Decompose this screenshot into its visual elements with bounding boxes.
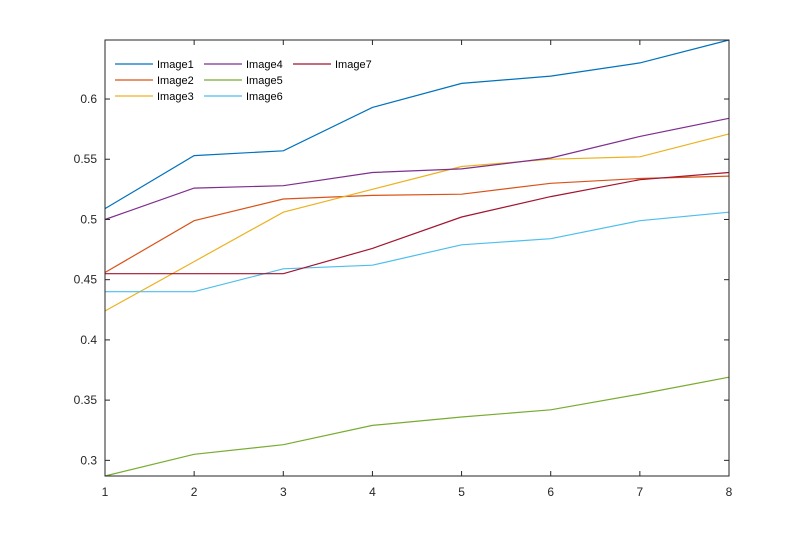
legend-label-image2: Image2 — [157, 75, 194, 87]
series-line-image7 — [105, 171, 730, 275]
y-tick-label: 0.6 — [80, 92, 97, 106]
y-tick-label: 0.4 — [80, 333, 97, 347]
legend-label-image5: Image5 — [246, 75, 283, 87]
y-tick-label: 0.35 — [74, 393, 98, 407]
legend-label-image3: Image3 — [157, 91, 194, 103]
axes-box — [104, 39, 730, 477]
legend-label-image4: Image4 — [246, 59, 283, 71]
series-line-image5 — [104, 376, 730, 477]
legend: Image1 Image2 Image3 Image4 Image5 Image6 Imag… — [115, 59, 372, 103]
legend-label-image1: Image1 — [157, 59, 194, 71]
series-line-image4 — [104, 117, 730, 221]
x-tick-label: 6 — [547, 485, 554, 499]
series-line-image2 — [104, 175, 730, 274]
x-tick-label: 1 — [102, 485, 109, 499]
x-tick-label: 5 — [458, 485, 465, 499]
series-line-image3 — [104, 133, 730, 312]
legend-label-image6: Image6 — [246, 91, 283, 103]
x-tick-label: 4 — [369, 485, 376, 499]
y-tick-label: 0.45 — [74, 273, 98, 287]
y-tick-label: 0.5 — [80, 212, 97, 226]
plot-area — [105, 40, 729, 476]
series-layer — [104, 39, 730, 477]
y-tick-label: 0.3 — [80, 453, 97, 467]
legend-label-image7: Image7 — [335, 59, 372, 71]
series-line-image6 — [105, 211, 730, 293]
plot-background — [105, 40, 729, 476]
x-tick-label: 3 — [280, 485, 287, 499]
axes: 1 2 3 4 5 6 7 8 0.3 0.35 0.4 0.45 0.5 0.55 0.6 — [74, 39, 733, 499]
y-tick-label: 0.55 — [74, 152, 98, 166]
x-tick-label: 2 — [191, 485, 198, 499]
x-tick-label: 7 — [637, 485, 644, 499]
x-tick-label: 8 — [726, 485, 733, 499]
series-line-image1 — [104, 39, 730, 210]
